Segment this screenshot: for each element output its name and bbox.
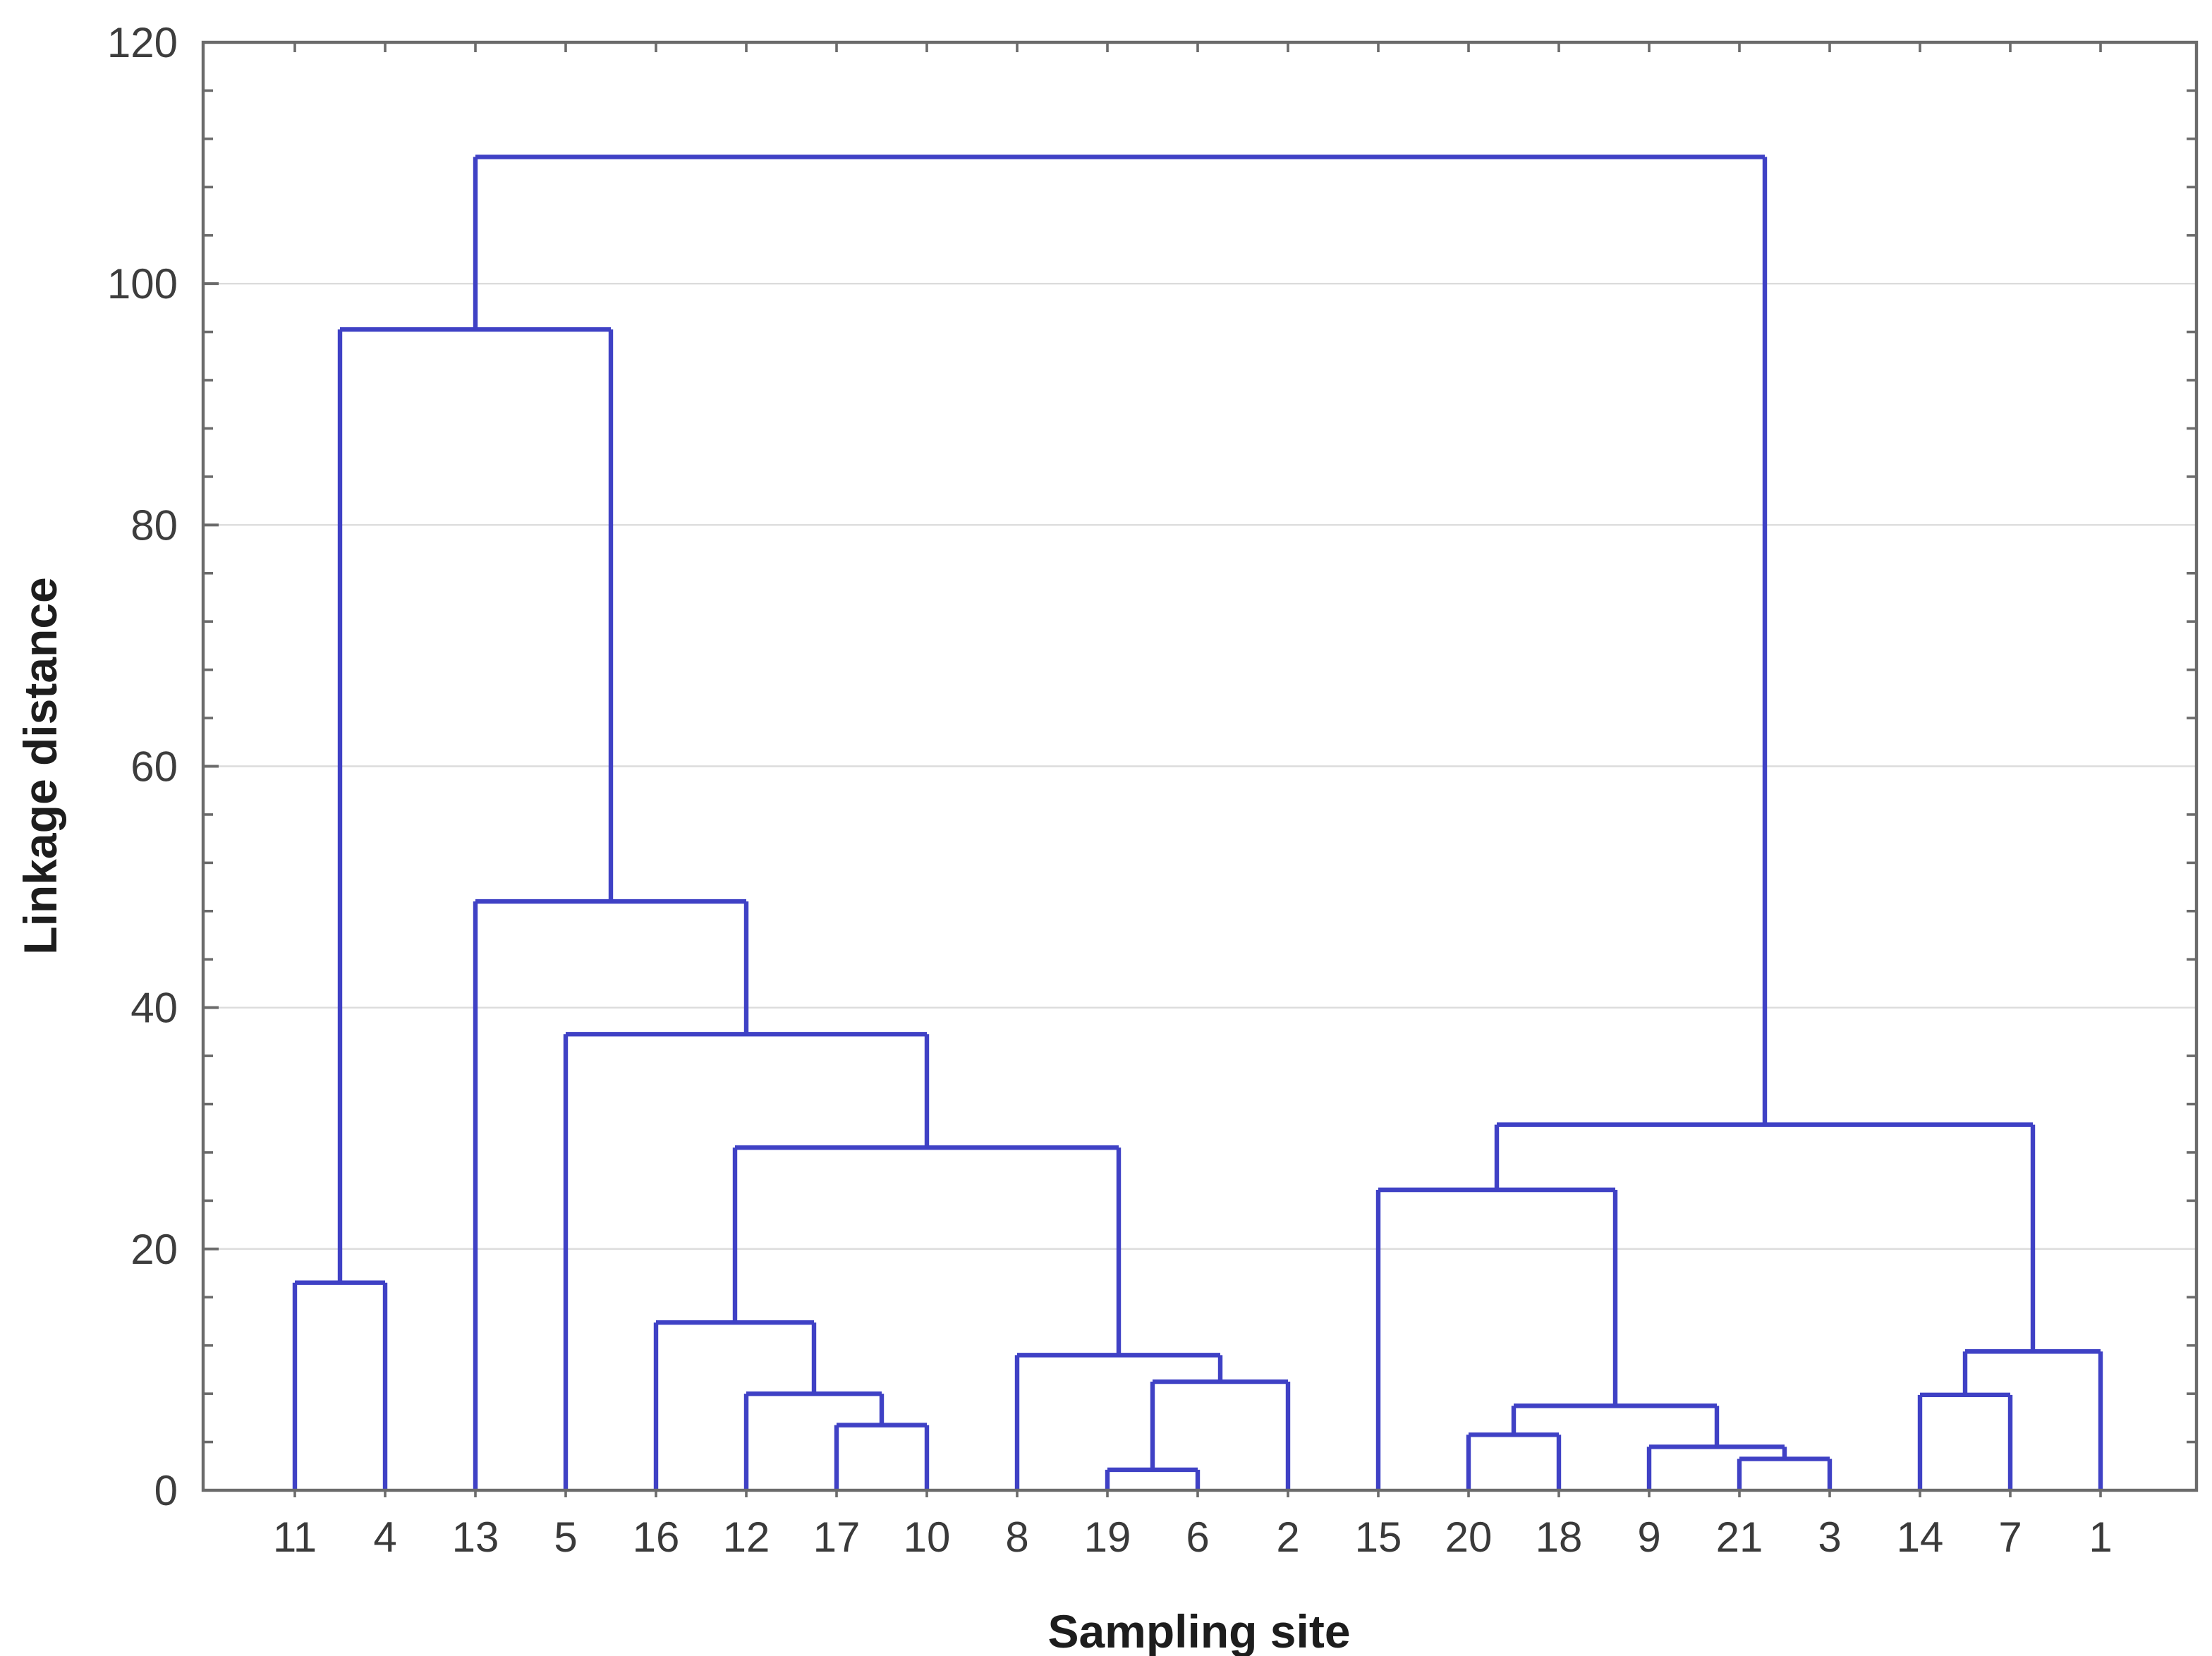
dendrogram-links-group (292, 154, 2103, 1490)
y-tick-label: 0 (154, 1467, 178, 1514)
x-leaf-label: 7 (1998, 1514, 2022, 1561)
x-leaf-label: 17 (813, 1514, 861, 1561)
y-tick-label: 60 (130, 743, 178, 791)
x-leaf-label: 18 (1536, 1514, 1583, 1561)
x-leaf-label: 8 (1005, 1514, 1028, 1561)
x-leaf-label: 21 (1716, 1514, 1763, 1561)
x-leaf-label: 20 (1445, 1514, 1493, 1561)
x-leaf-label: 12 (723, 1514, 770, 1561)
x-axis-title: Sampling site (1047, 1605, 1350, 1656)
x-leaf-label: 19 (1084, 1514, 1131, 1561)
x-leaf-label: 13 (452, 1514, 499, 1561)
y-tick-label: 120 (107, 19, 178, 66)
axes-frame-group (201, 40, 2199, 1497)
x-leaf-label: 6 (1186, 1514, 1209, 1561)
x-leaf-label: 16 (633, 1514, 680, 1561)
x-leaf-label: 14 (1897, 1514, 1944, 1561)
x-leaf-label: 3 (1818, 1514, 1841, 1561)
x-leaf-label: 1 (2089, 1514, 2112, 1561)
x-leaf-label: 15 (1355, 1514, 1402, 1561)
x-leaf-label: 10 (904, 1514, 951, 1561)
y-tick-label: 20 (130, 1226, 178, 1273)
x-leaf-label: 5 (554, 1514, 577, 1561)
y-tick-label: 80 (130, 501, 178, 549)
gridlines-group (203, 282, 2196, 1250)
y-tick-label: 100 (107, 260, 178, 308)
y-tick-label: 40 (130, 985, 178, 1032)
x-leaf-label: 2 (1276, 1514, 1299, 1561)
y-axis-title: Linkage distance (14, 577, 66, 955)
x-leaf-label: 11 (273, 1514, 317, 1561)
x-leaf-label: 9 (1637, 1514, 1660, 1561)
x-leaf-label: 4 (373, 1514, 396, 1561)
